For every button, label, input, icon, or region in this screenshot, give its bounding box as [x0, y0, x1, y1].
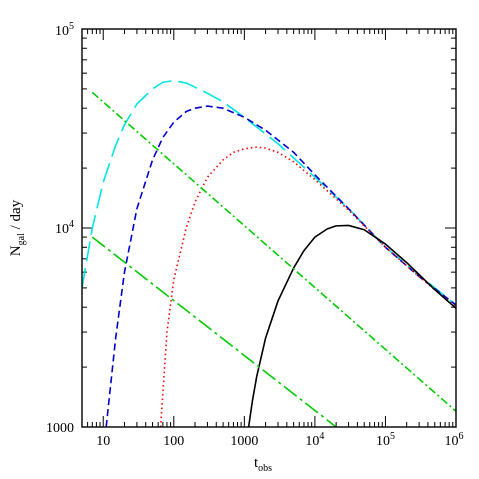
series-line-1 — [82, 79, 456, 306]
series-line-4 — [247, 224, 456, 427]
x-tick-label: 100 — [163, 434, 184, 449]
x-tick-label: 106 — [445, 431, 464, 449]
series-line-6 — [91, 236, 337, 427]
x-axis-title: tobs — [254, 455, 272, 474]
x-tick-label: 10 — [96, 434, 110, 449]
plot-frame — [81, 28, 457, 428]
series-line-5 — [91, 91, 456, 412]
x-tick-label: 1000 — [230, 434, 258, 449]
ticks — [81, 29, 456, 427]
series-line-3 — [159, 146, 456, 427]
x-tick-label: 105 — [376, 431, 395, 449]
tick-labels: 10 100 1000 104 105 106 1000 104 105 — [46, 21, 464, 449]
x-tick-label: 104 — [305, 431, 324, 449]
series-line-2 — [105, 105, 456, 427]
series-group — [82, 79, 456, 427]
y-tick-label: 105 — [55, 21, 74, 39]
y-tick-label: 1000 — [46, 421, 74, 436]
y-tick-label: 104 — [55, 219, 74, 237]
y-axis-title: Ngal / day — [8, 199, 27, 256]
